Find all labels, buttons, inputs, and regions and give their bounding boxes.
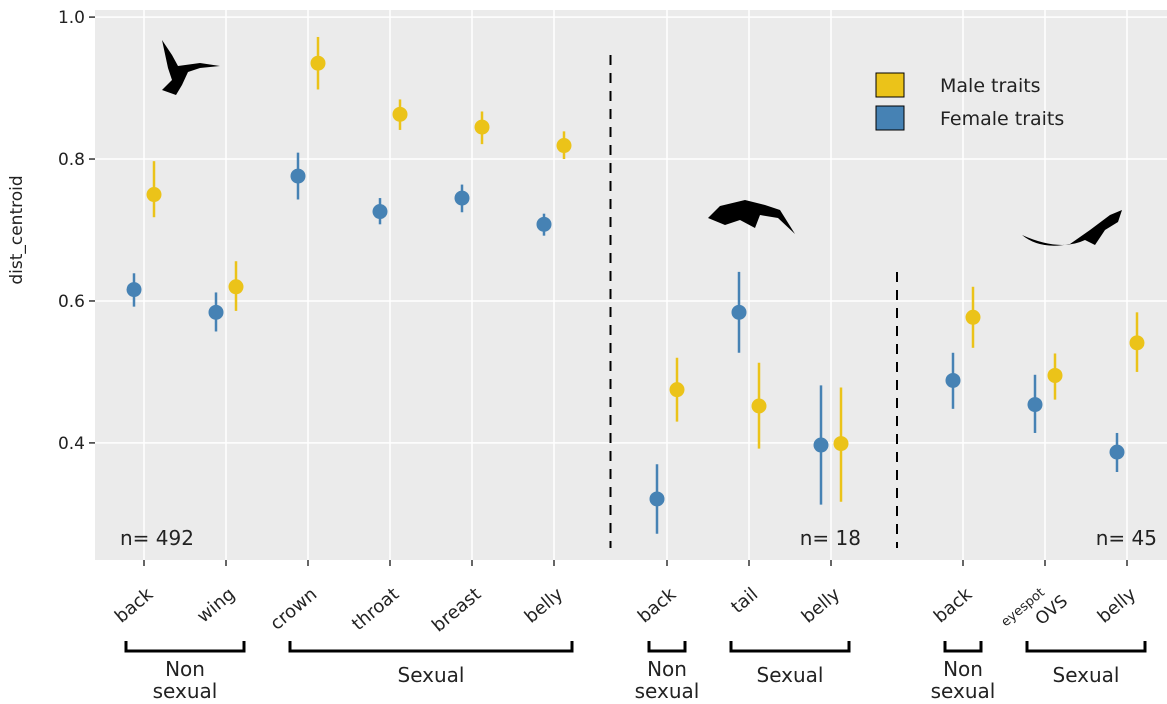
x-tick-label: tail <box>727 584 762 618</box>
point <box>372 204 388 220</box>
group-label: Non sexual <box>931 657 996 703</box>
point <box>833 436 849 452</box>
point <box>208 304 224 320</box>
group-label: Sexual <box>1053 663 1120 687</box>
lizard-icon <box>1022 210 1122 246</box>
x-tick-label: back <box>634 583 681 627</box>
n-label: n= 45 <box>1096 526 1157 550</box>
group-label: Sexual <box>398 663 465 687</box>
y-tick-label: 0.4 <box>58 434 85 454</box>
x-tick-label: eyespotOVS <box>999 578 1072 648</box>
legend-swatch <box>875 105 905 131</box>
point <box>290 168 306 184</box>
point <box>965 309 981 325</box>
x-tick-label: back <box>111 583 158 627</box>
plot-panel <box>95 10 1167 560</box>
point <box>474 119 490 135</box>
x-tick-label: belly <box>798 584 845 628</box>
n-label: n= 18 <box>800 526 861 550</box>
point <box>146 187 162 203</box>
group-bracket <box>1025 641 1147 653</box>
y-tick-label: 1.0 <box>58 8 85 28</box>
point <box>310 55 326 71</box>
x-tick-label: breast <box>428 584 485 637</box>
grid <box>95 10 1167 560</box>
point <box>813 437 829 453</box>
group-label: Non sexual <box>635 657 700 703</box>
x-tick-label: back <box>930 583 977 627</box>
group-bracket <box>729 641 851 653</box>
marks <box>126 36 1145 534</box>
point <box>556 138 572 154</box>
point <box>1129 335 1145 351</box>
point <box>669 382 685 398</box>
legend-label: Female traits <box>940 108 1064 130</box>
x-tick-label: belly <box>521 584 568 628</box>
point <box>536 216 552 232</box>
x-tick-label: wing <box>193 584 239 627</box>
point <box>751 398 767 414</box>
y-axis-label: dist_centroid <box>7 175 27 284</box>
point <box>1047 367 1063 383</box>
group-label: Sexual <box>757 663 824 687</box>
point <box>454 190 470 206</box>
legend-label: Male traits <box>940 75 1041 97</box>
group-bracket <box>943 641 983 653</box>
x-tick-label: throat <box>348 584 403 635</box>
point <box>228 279 244 295</box>
silhouettes <box>162 40 1122 246</box>
x-tick-label: belly <box>1094 584 1141 628</box>
y-tick-label: 0.6 <box>58 292 85 312</box>
point <box>1027 397 1043 413</box>
point <box>392 106 408 122</box>
point <box>945 372 961 388</box>
y-tick-label: 0.8 <box>58 150 85 170</box>
point <box>1109 444 1125 460</box>
group-label: Non sexual <box>153 657 218 703</box>
newt-icon <box>708 200 795 234</box>
group-bracket <box>647 641 687 653</box>
point <box>731 304 747 320</box>
group-bracket <box>124 641 246 653</box>
point <box>649 491 665 507</box>
group-bracket <box>288 641 574 653</box>
legend-swatch <box>875 72 905 98</box>
bird-icon <box>162 40 220 95</box>
point <box>126 282 142 298</box>
x-tick-label: crown <box>266 584 321 635</box>
n-label: n= 492 <box>120 526 194 550</box>
